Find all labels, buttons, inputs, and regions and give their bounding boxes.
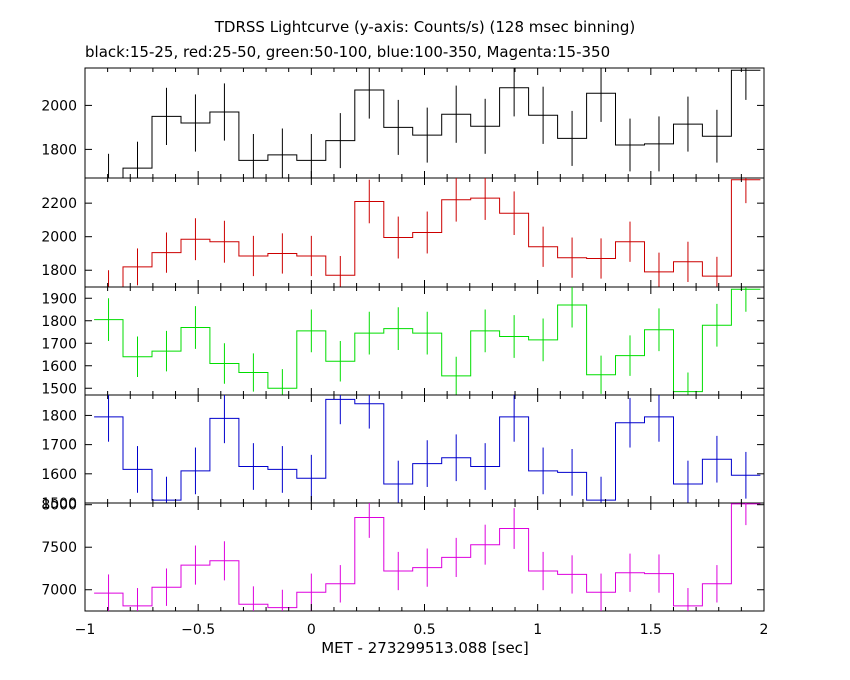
y-tick-label-50-100: 1700 (41, 336, 77, 352)
y-tick-label-15-350: 7000 (41, 583, 77, 599)
x-tick-label: 0.5 (413, 622, 435, 638)
y-tick-label-25-50: 2000 (41, 230, 77, 246)
chart-subtitle: black:15-25, red:25-50, green:50-100, bl… (85, 43, 611, 61)
y-tick-label-50-100: 1800 (41, 314, 77, 330)
panel-frame-50-100 (84, 286, 765, 396)
x-tick-label: 1 (533, 622, 542, 638)
y-tick-label-50-100: 1900 (41, 291, 77, 307)
y-tick-label-15-25: 1800 (41, 142, 77, 158)
y-tick-label-100-350: 1700 (41, 438, 77, 454)
chart-title: TDRSS Lightcurve (y-axis: Counts/s) (128… (214, 18, 636, 36)
panel-frame-15-350 (84, 502, 765, 612)
x-tick-label: 1.5 (640, 622, 662, 638)
x-tick-label: 0 (307, 622, 316, 638)
y-tick-label-50-100: 1500 (41, 381, 77, 397)
y-tick-label-15-350: 7500 (41, 540, 77, 556)
panel-frame-100-350 (84, 394, 765, 504)
y-tick-label-15-350: 8000 (41, 498, 77, 514)
x-tick-label: 2 (760, 622, 769, 638)
y-tick-label-15-25: 2000 (41, 98, 77, 114)
y-tick-label-100-350: 1600 (41, 467, 77, 483)
y-tick-label-25-50: 2200 (41, 196, 77, 212)
y-tick-label-25-50: 1800 (41, 263, 77, 279)
y-tick-label-100-350: 1500 (41, 496, 77, 512)
x-tick-label: −1 (75, 622, 96, 638)
x-tick-label: −0.5 (181, 622, 215, 638)
y-tick-label-100-350: 1800 (41, 408, 77, 424)
y-tick-label-50-100: 1600 (41, 359, 77, 375)
x-axis-label: MET - 273299513.088 [sec] (321, 639, 529, 657)
